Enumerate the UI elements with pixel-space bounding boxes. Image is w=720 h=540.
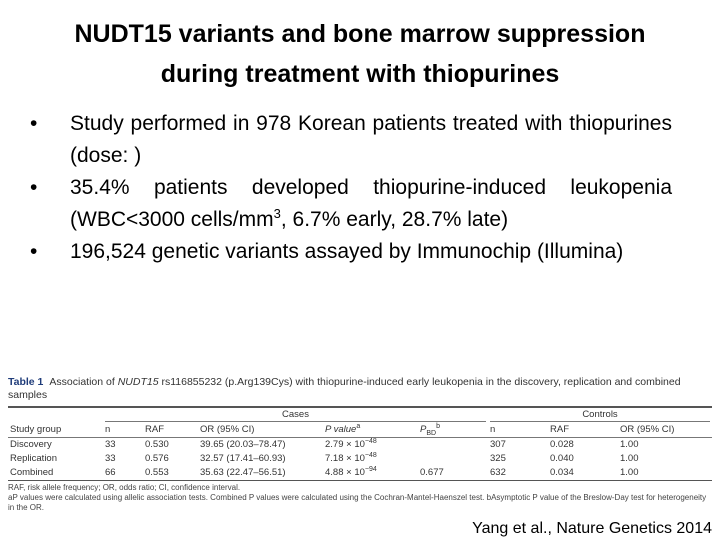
column-header: RAF — [548, 423, 618, 438]
group-header: Controls — [488, 407, 712, 423]
table-cell: 0.553 — [145, 467, 169, 478]
table-cell: 66 — [105, 467, 116, 478]
table-figure: Table 1 Association of NUDT15 rs116855232… — [8, 376, 712, 513]
table-cell — [418, 452, 488, 466]
cell-exponent: −48 — [364, 451, 377, 459]
table-cell: Discovery — [10, 439, 52, 450]
table-cell: 33 — [105, 453, 116, 464]
table-cell: 7.18 × 10−48 — [323, 452, 418, 466]
bullet-text: Study performed in 978 Korean patients t… — [70, 112, 672, 167]
table-cell: 0.034 — [550, 467, 574, 478]
table-cell: 632 — [490, 467, 506, 478]
group-header: Cases — [103, 407, 488, 423]
column-header: Study group — [8, 423, 103, 438]
column-header: P valuea — [323, 423, 418, 438]
column-header: OR (95% CI) — [198, 423, 323, 438]
header-text: P — [420, 424, 427, 435]
superscript: a — [356, 422, 361, 430]
footnote: aP values were calculated using allelic … — [8, 493, 707, 512]
table-cell: 1.00 — [620, 467, 639, 478]
group-label: Cases — [105, 409, 486, 422]
table-cell: 4.88 × 10−94 — [323, 466, 418, 481]
table-cell: 0.677 — [420, 467, 444, 478]
caption-text: Association of — [49, 376, 118, 388]
group-header-row: Cases Controls — [8, 407, 712, 423]
bullet-text: , 6.7% early, 28.7% late) — [280, 208, 509, 231]
table-cell: 307 — [490, 439, 506, 450]
bullet-list: Study performed in 978 Korean patients t… — [30, 108, 672, 268]
table-cell: 0.576 — [145, 453, 169, 464]
table-row: Replication 33 0.576 32.57 (17.41–60.93) 7.1… — [8, 452, 712, 466]
column-header: RAF — [143, 423, 198, 438]
citation: Yang et al., Nature Genetics 2014 — [472, 520, 712, 537]
column-header-row: Study group n RAF OR (95% CI) P valuea PBDb n R… — [8, 423, 712, 438]
table-row: Combined 66 0.553 35.63 (22.47–56.51) 4.88 ×… — [8, 466, 712, 481]
table-cell: 33 — [105, 439, 116, 450]
group-label: Controls — [490, 409, 710, 422]
table-cell: 1.00 — [620, 439, 639, 450]
table-footnotes: RAF, risk allele frequency; OR, odds rat… — [8, 483, 712, 513]
table-cell: 35.63 (22.47–56.51) — [200, 467, 286, 478]
table-cell: 0.530 — [145, 439, 169, 450]
table-cell — [418, 438, 488, 453]
table-cell: 32.57 (17.41–60.93) — [200, 453, 286, 464]
table-cell: Replication — [10, 453, 57, 464]
column-header: n — [103, 423, 143, 438]
table-row: Discovery 33 0.530 39.65 (20.03–78.47) 2.79 … — [8, 438, 712, 453]
table-label: Table 1 — [8, 376, 44, 388]
bullet-text: 196,524 genetic variants assayed by Immu… — [70, 240, 624, 263]
footnote: RAF, risk allele frequency; OR, odds rat… — [8, 483, 241, 492]
table-caption: Table 1 Association of NUDT15 rs116855232… — [8, 376, 712, 402]
cell-base: 2.79 × 10 — [325, 439, 365, 450]
bullet-text: 35.4% patients developed thiopurine-indu… — [70, 176, 672, 231]
slide-title: NUDT15 variants and bone marrow suppress… — [74, 20, 646, 88]
table-cell: 2.79 × 10−48 — [323, 438, 418, 453]
cell-base: 4.88 × 10 — [325, 467, 365, 478]
column-header: n — [488, 423, 548, 438]
bullet: Study performed in 978 Korean patients t… — [30, 108, 672, 172]
table-cell: Combined — [10, 467, 54, 478]
superscript: 3 — [273, 206, 281, 221]
table-cell: 325 — [490, 453, 506, 464]
superscript: b — [436, 422, 440, 430]
table-cell: 1.00 — [620, 453, 639, 464]
table-cell: 0.028 — [550, 439, 574, 450]
subscript: BD — [426, 429, 437, 437]
cell-base: 7.18 × 10 — [325, 453, 365, 464]
table: Cases Controls Study group n RAF OR (95% CI) P… — [8, 406, 712, 481]
caption-text: rs116855232 (p.Arg139Cys) with thiopurin… — [8, 376, 681, 401]
bullet: 196,524 genetic variants assayed by Immu… — [30, 236, 672, 268]
cell-exponent: −48 — [364, 437, 377, 445]
bullet: 35.4% patients developed thiopurine-indu… — [30, 172, 672, 236]
cell-exponent: −94 — [364, 465, 377, 473]
header-text: P value — [325, 424, 357, 435]
caption-gene: NUDT15 — [117, 376, 159, 388]
table-cell: 39.65 (20.03–78.47) — [200, 439, 286, 450]
column-header: OR (95% CI) — [618, 423, 712, 438]
table-cell: 0.040 — [550, 453, 574, 464]
header-cell — [8, 407, 103, 423]
column-header: PBDb — [418, 423, 488, 438]
